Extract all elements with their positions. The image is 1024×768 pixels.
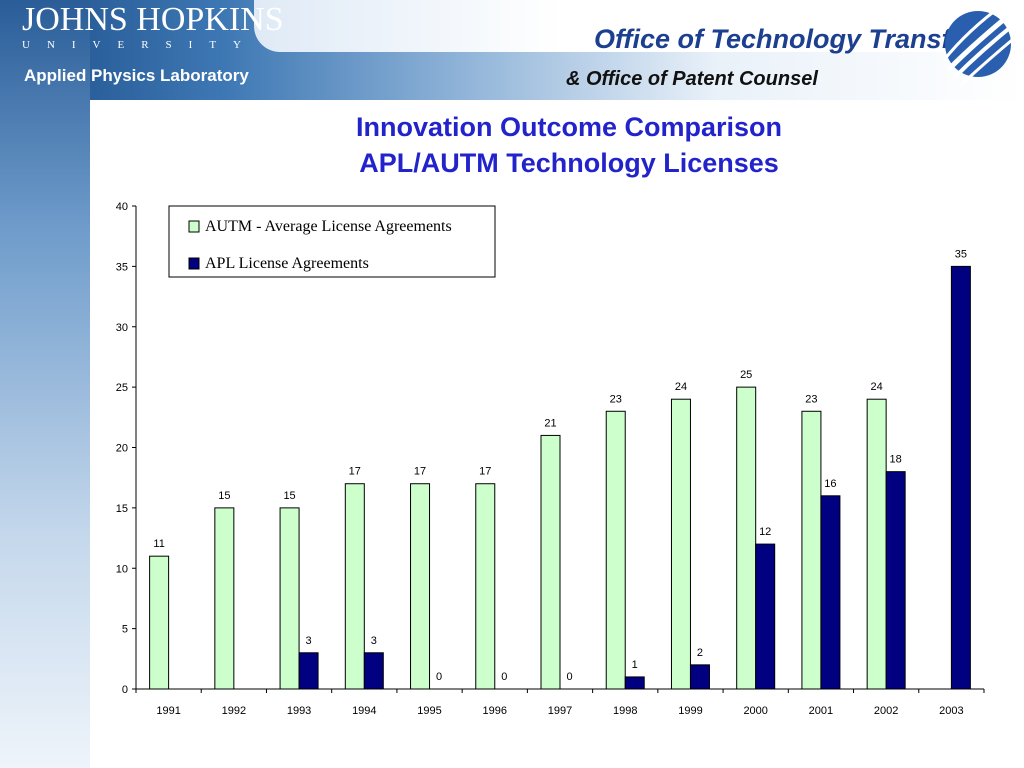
- y-tick-label: 5: [122, 624, 128, 636]
- jhu-university: UNIVERSITY: [22, 39, 258, 51]
- apl-data-label: 12: [759, 526, 771, 538]
- x-tick-label: 2002: [874, 705, 898, 717]
- y-tick-label: 10: [116, 563, 128, 575]
- y-tick-label: 15: [116, 503, 128, 515]
- apl-data-label: 35: [955, 248, 967, 260]
- legend-box: [168, 205, 496, 278]
- y-tick-label: 0: [122, 684, 128, 696]
- y-tick-label: 40: [116, 201, 128, 213]
- autm-bar: [475, 483, 496, 690]
- chart-title: Innovation Outcome Comparison: [355, 112, 783, 142]
- legend-label-autm: AUTM - Average License Agreements: [205, 218, 452, 235]
- apl-bar: [363, 652, 384, 690]
- x-tick-label: 2000: [743, 705, 767, 717]
- x-tick-label: 1999: [678, 705, 702, 717]
- autm-data-label: 24: [871, 381, 883, 393]
- x-tick-label: 1991: [156, 705, 180, 717]
- jhu-logo: JOHNS HOPKINS UNIVERSITY: [22, 2, 284, 52]
- autm-bar: [344, 483, 365, 690]
- x-tick-label: 2001: [809, 705, 833, 717]
- apl-bar: [298, 652, 319, 690]
- apl-bar: [885, 471, 906, 690]
- left-decor-band: [0, 0, 90, 768]
- apl-data-label: 2: [697, 647, 703, 659]
- autm-bar: [410, 483, 431, 690]
- x-tick-label: 1994: [352, 705, 376, 717]
- apl-data-label: 0: [436, 671, 442, 683]
- apl-bar: [624, 676, 645, 690]
- y-tick-label: 25: [116, 382, 128, 394]
- legend-swatch-apl: [188, 257, 200, 270]
- x-tick-label: 1992: [222, 705, 246, 717]
- jhu-name: JOHNS HOPKINS: [22, 1, 284, 38]
- office-banner: [254, 0, 1024, 52]
- y-tick-label: 35: [116, 261, 128, 273]
- autm-data-label: 11: [153, 538, 164, 550]
- autm-bar: [605, 410, 626, 690]
- apl-bar: [689, 664, 710, 690]
- chart-subtitle: APL/AUTM Technology Licenses: [359, 148, 779, 178]
- autm-data-label: 15: [283, 490, 295, 502]
- x-tick-label: 1996: [483, 705, 507, 717]
- autm-bar: [801, 410, 822, 690]
- x-tick-label: 1993: [287, 705, 311, 717]
- y-tick-label: 20: [116, 443, 128, 455]
- autm-data-label: 17: [479, 466, 491, 478]
- apl-data-label: 18: [890, 454, 902, 466]
- apl-bar: [820, 495, 841, 690]
- autm-data-label: 21: [544, 417, 556, 429]
- autm-data-label: 17: [349, 466, 361, 478]
- apl-bar: [755, 543, 776, 690]
- apl-data-label: 16: [824, 478, 836, 490]
- legend-label-apl: APL License Agreements: [205, 255, 369, 272]
- legend-swatch-autm: [188, 220, 200, 233]
- x-tick-label: 1997: [548, 705, 572, 717]
- autm-bar: [670, 398, 691, 690]
- apl-bar: [950, 265, 971, 690]
- autm-bar: [866, 398, 887, 690]
- office-title: Office of Technology Transfer: [594, 24, 977, 54]
- apl-lab-name: Applied Physics Laboratory: [24, 66, 249, 85]
- apl-data-label: 3: [371, 635, 377, 647]
- autm-bar: [279, 507, 300, 690]
- autm-bar: [736, 386, 757, 690]
- autm-data-label: 23: [805, 393, 817, 405]
- apl-data-label: 0: [566, 671, 572, 683]
- autm-data-label: 25: [740, 369, 752, 381]
- autm-data-label: 24: [675, 381, 687, 393]
- autm-data-label: 17: [414, 466, 426, 478]
- x-tick-label: 1998: [613, 705, 637, 717]
- apl-data-label: 3: [306, 635, 312, 647]
- x-tick-label: 1995: [417, 705, 441, 717]
- x-tick-label: 2003: [939, 705, 963, 717]
- ott-swoosh-logo-icon: [942, 2, 1024, 86]
- apl-data-label: 0: [501, 671, 507, 683]
- autm-data-label: 15: [218, 490, 230, 502]
- y-tick-label: 30: [116, 322, 128, 334]
- office-subtitle: & Office of Patent Counsel: [566, 68, 818, 90]
- autm-data-label: 23: [610, 393, 622, 405]
- autm-bar: [149, 555, 170, 690]
- autm-bar: [214, 507, 235, 690]
- autm-bar: [540, 434, 561, 690]
- apl-data-label: 1: [632, 659, 638, 671]
